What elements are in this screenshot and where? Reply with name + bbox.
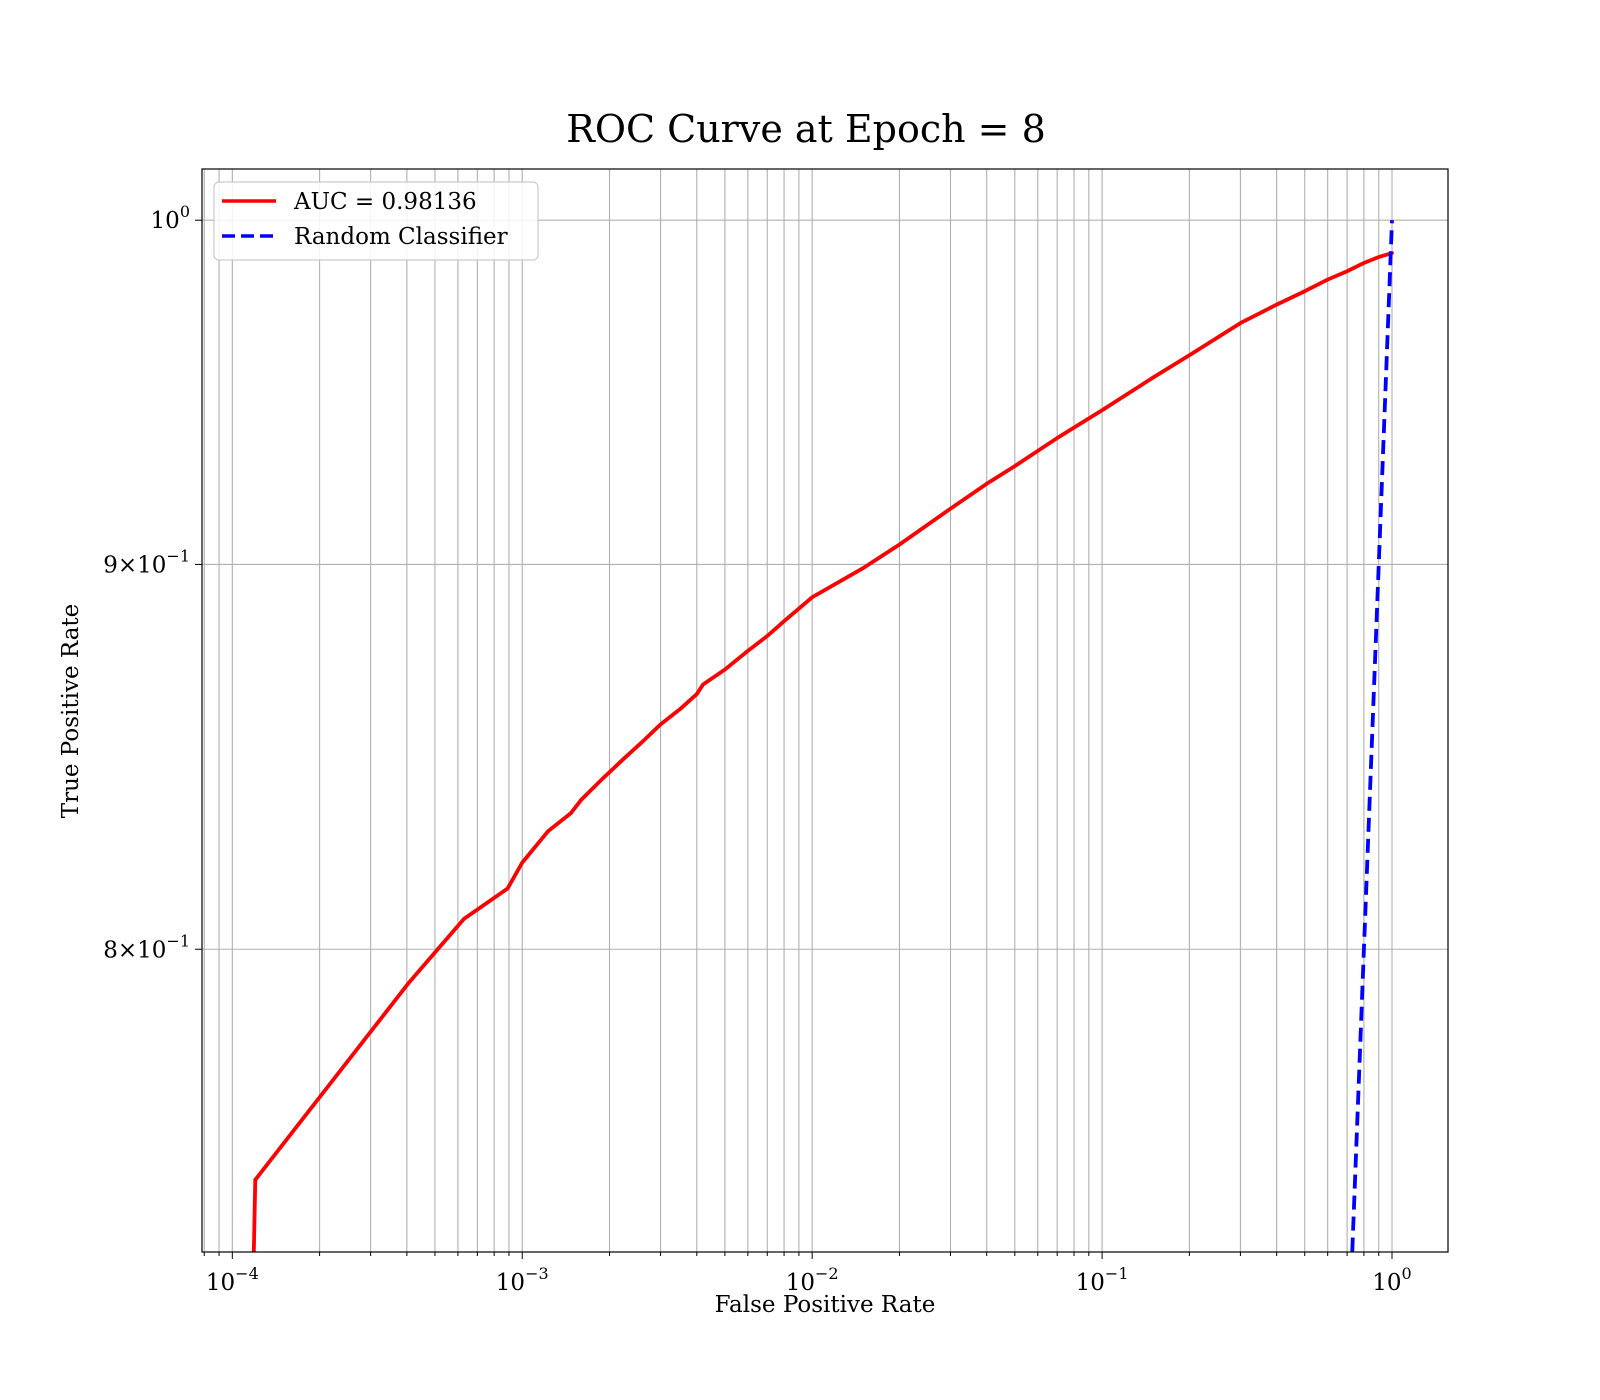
x-tick-label: 10−2 [786,1264,839,1296]
y-axis-label: True Positive Rate [58,604,84,819]
y-tick-label: 9×10−1 [103,546,190,578]
x-tick-label-exponent: −3 [525,1264,549,1283]
series-line-auc [251,251,1394,1252]
x-tick-label-base: 10 [496,1270,525,1296]
plot-frame [201,168,1449,1253]
x-tick-label-base: 10 [1372,1270,1401,1296]
legend-label-auc: AUC = 0.98136 [293,189,477,215]
y-tick-label-base: 8×10 [103,937,166,963]
chart-title: ROC Curve at Epoch = 8 [566,107,1046,151]
y-tick-label-exponent: 0 [180,202,190,221]
x-tick-label: 10−3 [496,1264,549,1296]
x-axis-label: False Positive Rate [715,1292,936,1318]
legend-box [213,181,539,261]
x-tick-label-base: 10 [786,1270,815,1296]
series-layer [251,220,1394,1252]
series-line-random-classifier [1350,220,1394,1252]
y-tick-label: 8×10−1 [103,931,190,963]
y-tick-label-exponent: −1 [166,546,190,565]
x-tick-label-base: 10 [1076,1270,1105,1296]
y-tick-label-base: 10 [151,208,180,234]
x-tick-label-exponent: 0 [1402,1264,1412,1283]
x-tick-label: 100 [1372,1264,1411,1296]
legend-label-random-classifier: Random Classifier [294,224,508,250]
grid-lines [202,169,1448,1252]
x-tick-label: 10−1 [1076,1264,1129,1296]
y-tick-label-exponent: −1 [166,931,190,950]
x-axis-ticks: 10−4 10−3 10−2 10−1 100 [203,1252,1412,1296]
x-tick-label-exponent: −2 [815,1264,839,1283]
x-tick-label-exponent: −4 [235,1264,259,1283]
x-tick-label: 10−4 [206,1264,259,1296]
y-tick-label: 100 [151,202,190,234]
y-tick-label-base: 9×10 [103,552,166,578]
x-tick-label-base: 10 [206,1270,235,1296]
legend: AUC = 0.98136 Random Classifier [213,181,539,261]
x-tick-label-exponent: −1 [1105,1264,1129,1283]
